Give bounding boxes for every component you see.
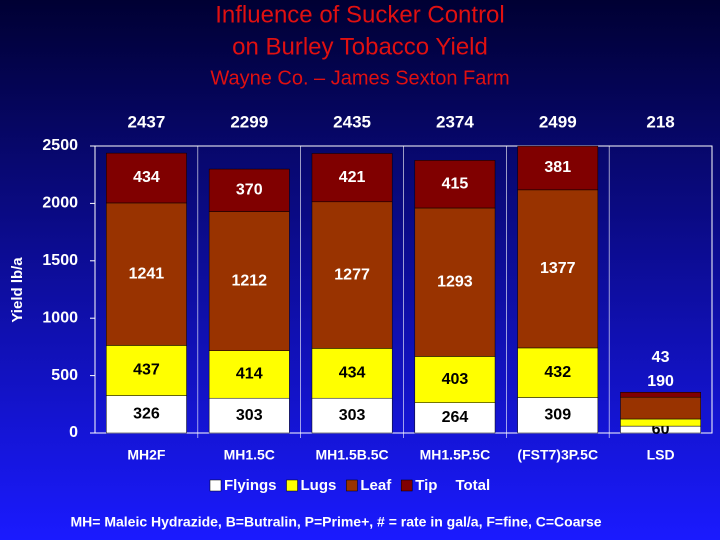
data-label: 43 (652, 349, 670, 366)
bar-segment (620, 396, 701, 420)
bar-segment (517, 189, 599, 349)
total-label: 218 (646, 112, 674, 131)
data-label: 326 (133, 406, 160, 423)
data-label: 414 (236, 366, 263, 383)
data-label: 434 (133, 169, 160, 186)
x-tick-label: (FST7)3P.5C (517, 447, 598, 463)
bar-segment (414, 160, 496, 209)
x-tick-label: LSD (647, 447, 675, 463)
total-label: 2374 (436, 112, 474, 131)
legend-label: Leaf (360, 477, 392, 494)
bar-segment (208, 350, 290, 399)
total-label: 2299 (230, 112, 268, 131)
data-label: 437 (133, 362, 160, 379)
data-label: 264 (442, 409, 469, 426)
legend-swatch (400, 479, 413, 492)
bar-segment (311, 397, 393, 434)
total-label: 2437 (128, 112, 166, 131)
data-label: 421 (339, 169, 366, 186)
bar-segment (414, 207, 496, 357)
title: on Burley Tobacco Yield (232, 33, 488, 60)
data-label: 1377 (540, 260, 576, 277)
y-tick-label: 0 (69, 424, 78, 441)
bar-segment (414, 356, 496, 403)
legend-swatch (209, 479, 222, 492)
bar-segment (208, 168, 290, 212)
data-label: 303 (236, 407, 263, 424)
y-tick-label: 500 (51, 367, 78, 384)
data-label: 434 (339, 365, 366, 382)
x-tick-label: MH2F (127, 447, 166, 463)
bar-segment (620, 391, 701, 398)
legend-label: Total (455, 477, 490, 494)
y-tick-label: 2500 (42, 137, 78, 154)
y-axis-label: Yield lb/a (9, 257, 26, 323)
bar-segment (311, 348, 393, 399)
bar-segment (106, 395, 187, 434)
data-label: 303 (339, 407, 366, 424)
title: Influence of Sucker Control (215, 1, 505, 28)
bar-segment (106, 202, 187, 346)
bar-segment (620, 418, 701, 427)
legend-swatch (346, 479, 358, 492)
subtitle: Wayne Co. – James Sexton Farm (210, 67, 509, 89)
footnote: MH= Maleic Hydrazide, B=Butralin, P=Prim… (70, 514, 601, 530)
x-tick-label: MH1.5P.5C (420, 447, 491, 463)
data-label: 1241 (129, 265, 165, 282)
data-label: 370 (236, 182, 263, 199)
bar-segment (106, 345, 187, 396)
data-label: 403 (442, 371, 469, 388)
bar-segment (208, 211, 290, 351)
data-label: 1277 (334, 266, 370, 283)
data-label: 1293 (437, 273, 473, 290)
bar-segment (517, 347, 599, 398)
data-label: 415 (442, 175, 469, 192)
x-tick-label: MH1.5C (224, 447, 275, 463)
y-tick-label: 1000 (42, 309, 78, 326)
legend-swatch (286, 479, 298, 492)
legend-label: Tip (415, 477, 437, 494)
legend-label: Flyings (224, 477, 277, 494)
bar-segment (517, 145, 599, 191)
y-tick-label: 2000 (42, 195, 78, 212)
bar-segment (311, 201, 393, 349)
total-label: 2435 (333, 112, 371, 131)
bar-segment (311, 153, 393, 203)
legend-label: Lugs (301, 477, 337, 494)
data-label: 190 (647, 373, 674, 390)
y-tick-label: 1500 (42, 252, 78, 269)
data-label: 381 (544, 159, 571, 176)
data-label: 1212 (231, 272, 267, 289)
x-tick-label: MH1.5B.5C (316, 447, 389, 463)
total-label: 2499 (539, 112, 577, 131)
data-label: 309 (544, 406, 571, 423)
bar-segment (517, 397, 599, 434)
data-label: 432 (544, 364, 571, 381)
bar-segment (106, 152, 187, 204)
